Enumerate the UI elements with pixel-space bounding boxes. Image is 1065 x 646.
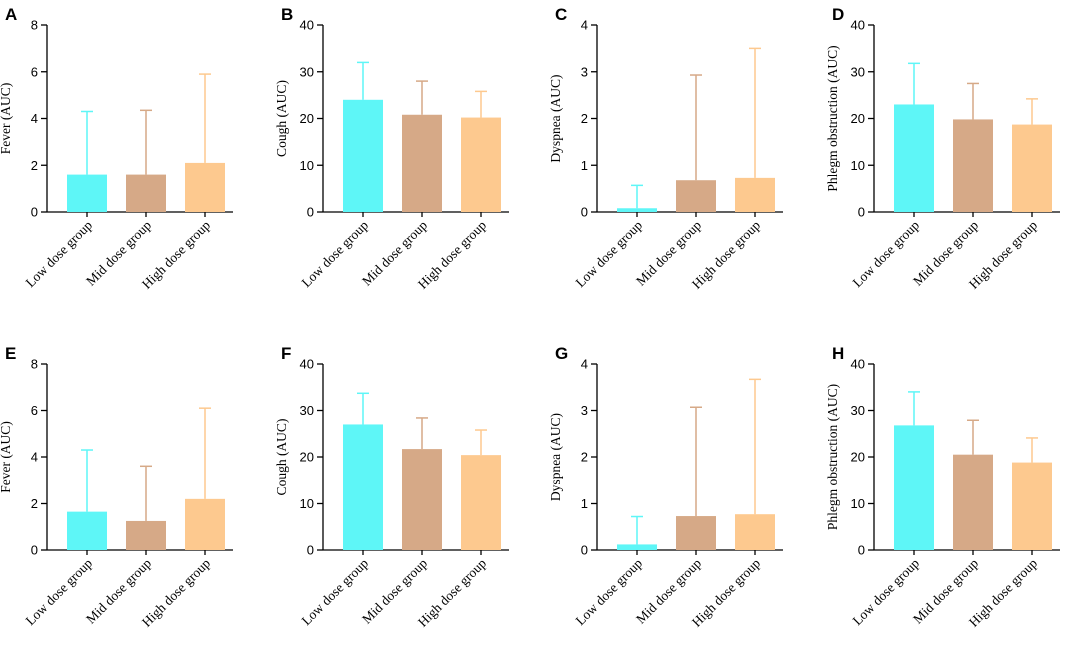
y-tick-label: 0 — [858, 543, 865, 558]
y-tick-label: 3 — [581, 64, 588, 79]
y-tick-label: 40 — [851, 357, 865, 372]
y-tick-label: 20 — [300, 111, 314, 126]
panel-letter: A — [5, 5, 17, 24]
y-axis-label: Phlegm obstruction (AUC) — [825, 45, 840, 191]
bar-low — [894, 425, 934, 550]
y-tick-label: 20 — [851, 450, 865, 465]
y-tick-label: 40 — [300, 357, 314, 372]
bar-mid — [126, 520, 166, 550]
y-tick-label: 4 — [31, 111, 38, 126]
panel-letter: F — [281, 344, 291, 363]
bar-high — [461, 117, 501, 212]
y-tick-label: 20 — [851, 111, 865, 126]
y-tick-label: 1 — [581, 158, 588, 173]
y-axis-label: Fever (AUC) — [0, 83, 13, 155]
y-axis-label: Phlegm obstruction (AUC) — [825, 384, 840, 530]
y-axis-label: Fever (AUC) — [0, 421, 13, 493]
y-axis-label: Cough (AUC) — [274, 80, 289, 157]
bar-high — [735, 177, 775, 212]
y-tick-label: 8 — [31, 18, 38, 33]
bar-low — [67, 511, 107, 550]
bar-mid — [676, 180, 716, 212]
bar-mid — [402, 114, 442, 212]
bar-low — [894, 104, 934, 212]
bar-mid — [402, 449, 442, 550]
panel-letter: B — [281, 5, 293, 24]
panel-letter: G — [555, 344, 568, 363]
bar-low — [343, 99, 383, 212]
y-tick-label: 40 — [851, 18, 865, 33]
y-tick-label: 6 — [31, 64, 38, 79]
panel-letter: C — [555, 5, 567, 24]
bar-mid — [953, 454, 993, 550]
y-tick-label: 0 — [581, 543, 588, 558]
y-tick-label: 30 — [300, 403, 314, 418]
y-tick-label: 30 — [851, 403, 865, 418]
y-tick-label: 4 — [31, 450, 38, 465]
bar-mid — [953, 119, 993, 212]
y-tick-label: 10 — [300, 496, 314, 511]
y-tick-label: 0 — [307, 543, 314, 558]
bar-high — [735, 514, 775, 550]
y-tick-label: 2 — [31, 496, 38, 511]
y-tick-label: 4 — [581, 357, 588, 372]
bar-mid — [676, 516, 716, 550]
y-tick-label: 3 — [581, 403, 588, 418]
y-tick-label: 2 — [581, 450, 588, 465]
bar-high — [185, 498, 225, 550]
bar-high — [185, 162, 225, 212]
bar-high — [1012, 462, 1052, 550]
bar-low — [343, 424, 383, 550]
y-tick-label: 0 — [307, 205, 314, 220]
y-tick-label: 2 — [581, 111, 588, 126]
bar-mid — [126, 174, 166, 212]
y-tick-label: 10 — [300, 158, 314, 173]
y-tick-label: 0 — [31, 205, 38, 220]
y-axis-label: Dyspnea (AUC) — [548, 74, 563, 162]
y-tick-label: 0 — [31, 543, 38, 558]
y-tick-label: 30 — [300, 64, 314, 79]
bar-high — [1012, 124, 1052, 212]
y-tick-label: 4 — [581, 18, 588, 33]
y-tick-label: 8 — [31, 357, 38, 372]
bar-high — [461, 455, 501, 550]
y-tick-label: 40 — [300, 18, 314, 33]
y-tick-label: 30 — [851, 64, 865, 79]
y-tick-label: 0 — [581, 205, 588, 220]
panel-letter: E — [5, 344, 16, 363]
bar-low — [67, 174, 107, 212]
y-tick-label: 2 — [31, 158, 38, 173]
y-tick-label: 10 — [851, 158, 865, 173]
y-tick-label: 6 — [31, 403, 38, 418]
y-tick-label: 0 — [858, 205, 865, 220]
y-axis-label: Dyspnea (AUC) — [548, 413, 563, 501]
y-tick-label: 20 — [300, 450, 314, 465]
panel-letter: D — [832, 5, 844, 24]
panel-letter: H — [832, 344, 844, 363]
bar-low — [617, 544, 657, 550]
y-axis-label: Cough (AUC) — [274, 419, 289, 496]
y-tick-label: 10 — [851, 496, 865, 511]
y-tick-label: 1 — [581, 496, 588, 511]
bar-low — [617, 208, 657, 212]
